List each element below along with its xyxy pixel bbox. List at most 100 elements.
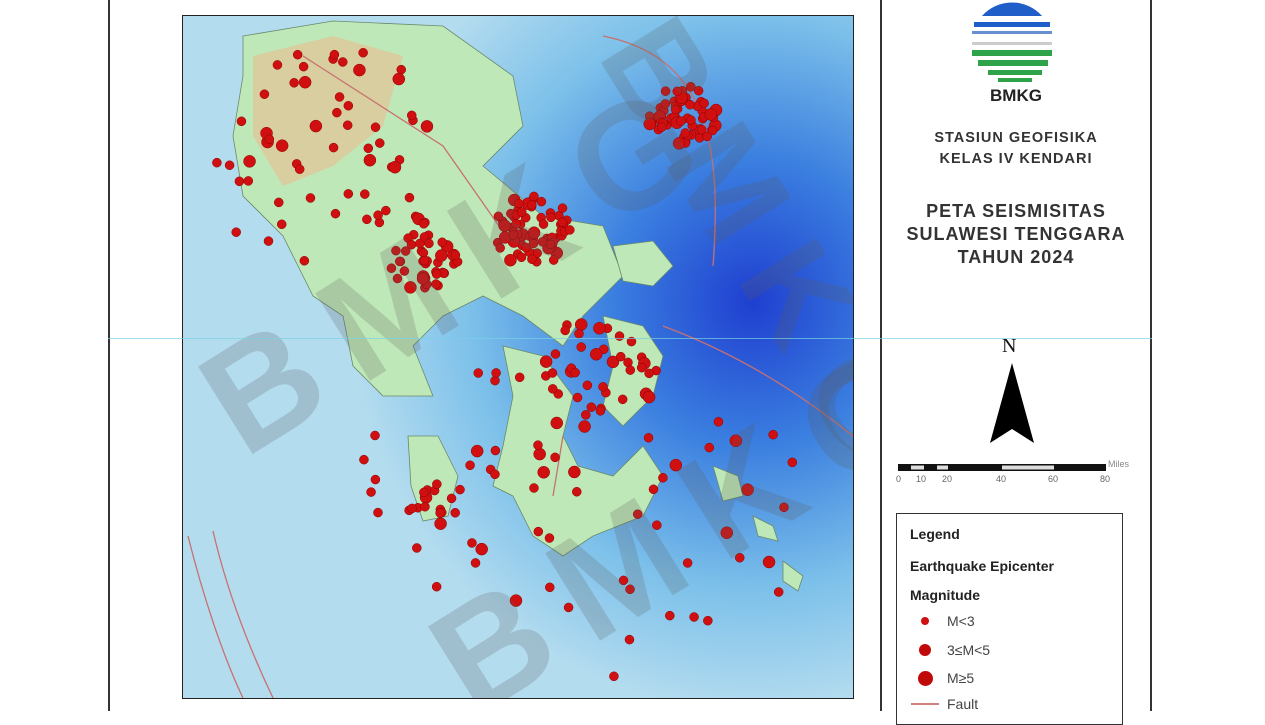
epicenter-marker	[615, 351, 626, 362]
epicenter-marker	[609, 671, 619, 682]
epicenter-marker	[329, 49, 340, 60]
epicenter-marker	[586, 402, 597, 412]
station-line-1: STASIUN GEOFISIKA	[934, 130, 1098, 146]
epicenter-marker	[498, 219, 511, 232]
title-line-2: SULAWESI TENGGARA	[906, 224, 1126, 244]
epicenter-marker	[670, 104, 681, 115]
epicenter-marker	[272, 60, 283, 70]
legend-item-large: M≥5	[911, 668, 974, 688]
epicenter-marker	[470, 444, 484, 458]
epicenter-marker	[560, 325, 570, 336]
epicenter-marker	[431, 279, 441, 289]
epicenter-marker	[703, 615, 713, 626]
epicenter-marker	[406, 110, 417, 121]
epicenter-marker	[545, 582, 555, 593]
epicenter-marker	[338, 57, 348, 67]
epicenter-marker	[528, 238, 539, 249]
epicenter-marker	[373, 210, 383, 220]
epicenter-marker	[550, 349, 561, 359]
epicenter-marker	[658, 473, 668, 483]
epicenters	[212, 47, 798, 682]
epicenter-marker	[642, 390, 656, 404]
map-info-panel: BMKG STASIUN GEOFISIKA KELAS IV KENDARI …	[882, 0, 1150, 725]
epicenter-marker	[547, 368, 558, 378]
epicenter-marker	[399, 266, 410, 276]
bmkg-logo-icon	[972, 2, 1052, 82]
epicenter-marker	[660, 99, 671, 109]
epicenter-marker	[581, 410, 591, 420]
epicenter-marker	[529, 191, 539, 202]
epicenter-marker	[550, 416, 564, 430]
highlands	[253, 36, 403, 186]
epicenter-marker	[704, 108, 718, 121]
epicenter-marker	[263, 236, 274, 246]
epicenter-marker	[450, 250, 461, 260]
epicenter-marker	[582, 380, 593, 391]
epicenter-marker	[342, 120, 353, 130]
epicenter-marker	[420, 120, 434, 133]
epicenter-marker	[495, 243, 505, 253]
epicenter-marker	[391, 245, 401, 256]
epicenter-marker	[576, 342, 587, 352]
medium-dot-icon	[919, 644, 931, 656]
epicenter-marker	[570, 367, 580, 378]
epicenter-marker	[527, 226, 541, 239]
epicenter-marker	[465, 460, 475, 471]
epicenter-marker	[624, 634, 635, 645]
epicenter-marker	[779, 502, 789, 513]
epicenter-marker	[343, 189, 354, 199]
scale-tick: 20	[942, 474, 953, 484]
epicenter-marker	[626, 336, 637, 347]
page-border-left	[108, 0, 110, 711]
epicenter-marker	[309, 119, 323, 133]
epicenter-marker	[550, 452, 560, 463]
epicenter-marker	[537, 237, 548, 247]
north-label: N	[1002, 335, 1017, 357]
epicenter-marker	[685, 99, 695, 110]
epicenter-marker	[330, 208, 341, 219]
epicenter-marker	[527, 200, 537, 210]
epicenter-marker	[643, 117, 656, 131]
epicenter-marker	[578, 420, 591, 433]
epicenter-marker	[516, 252, 527, 263]
epicenter-marker	[292, 49, 303, 60]
legend-item-medium: 3≤M<5	[911, 640, 990, 660]
epicenter-marker	[373, 507, 383, 518]
epicenter-marker	[299, 256, 310, 266]
epicenter-marker	[450, 508, 460, 518]
epicenter-marker	[404, 192, 415, 203]
epicenter-marker	[404, 281, 417, 294]
epicenter-marker	[595, 406, 606, 416]
epicenter-marker	[431, 269, 442, 279]
epicenter-marker	[643, 433, 654, 443]
epicenter-marker	[259, 89, 270, 99]
epicenter-marker	[435, 249, 448, 262]
seismicity-map[interactable]: BMKG BMKG BMKG	[182, 15, 854, 699]
epicenter-marker	[431, 581, 442, 592]
epicenter-marker	[704, 442, 715, 453]
epicenter-marker	[689, 612, 699, 622]
epicenter-marker	[362, 214, 372, 225]
epicenter-marker	[699, 98, 709, 109]
epicenter-marker	[470, 558, 481, 568]
epicenter-marker	[713, 417, 724, 427]
epicenter-marker	[420, 501, 430, 512]
epicenter-marker	[574, 328, 584, 339]
epicenter-marker	[618, 575, 629, 586]
epicenter-marker	[400, 246, 411, 256]
epicenter-marker	[572, 487, 582, 497]
epicenter-marker	[557, 217, 568, 227]
epicenter-marker	[419, 219, 429, 229]
epicenter-marker	[236, 116, 247, 127]
epicenter-marker	[686, 115, 696, 125]
page-border-right	[1150, 0, 1152, 711]
epicenter-marker	[625, 584, 635, 595]
epicenter-marker	[545, 239, 556, 250]
epicenter-marker	[665, 610, 675, 621]
epicenter-marker	[419, 255, 430, 266]
epicenter-marker	[593, 322, 606, 335]
legend-group: Magnitude	[910, 587, 980, 603]
scale-tick: 0	[896, 474, 902, 484]
legend-label: Fault	[947, 696, 979, 712]
epicenter-marker	[614, 331, 625, 341]
